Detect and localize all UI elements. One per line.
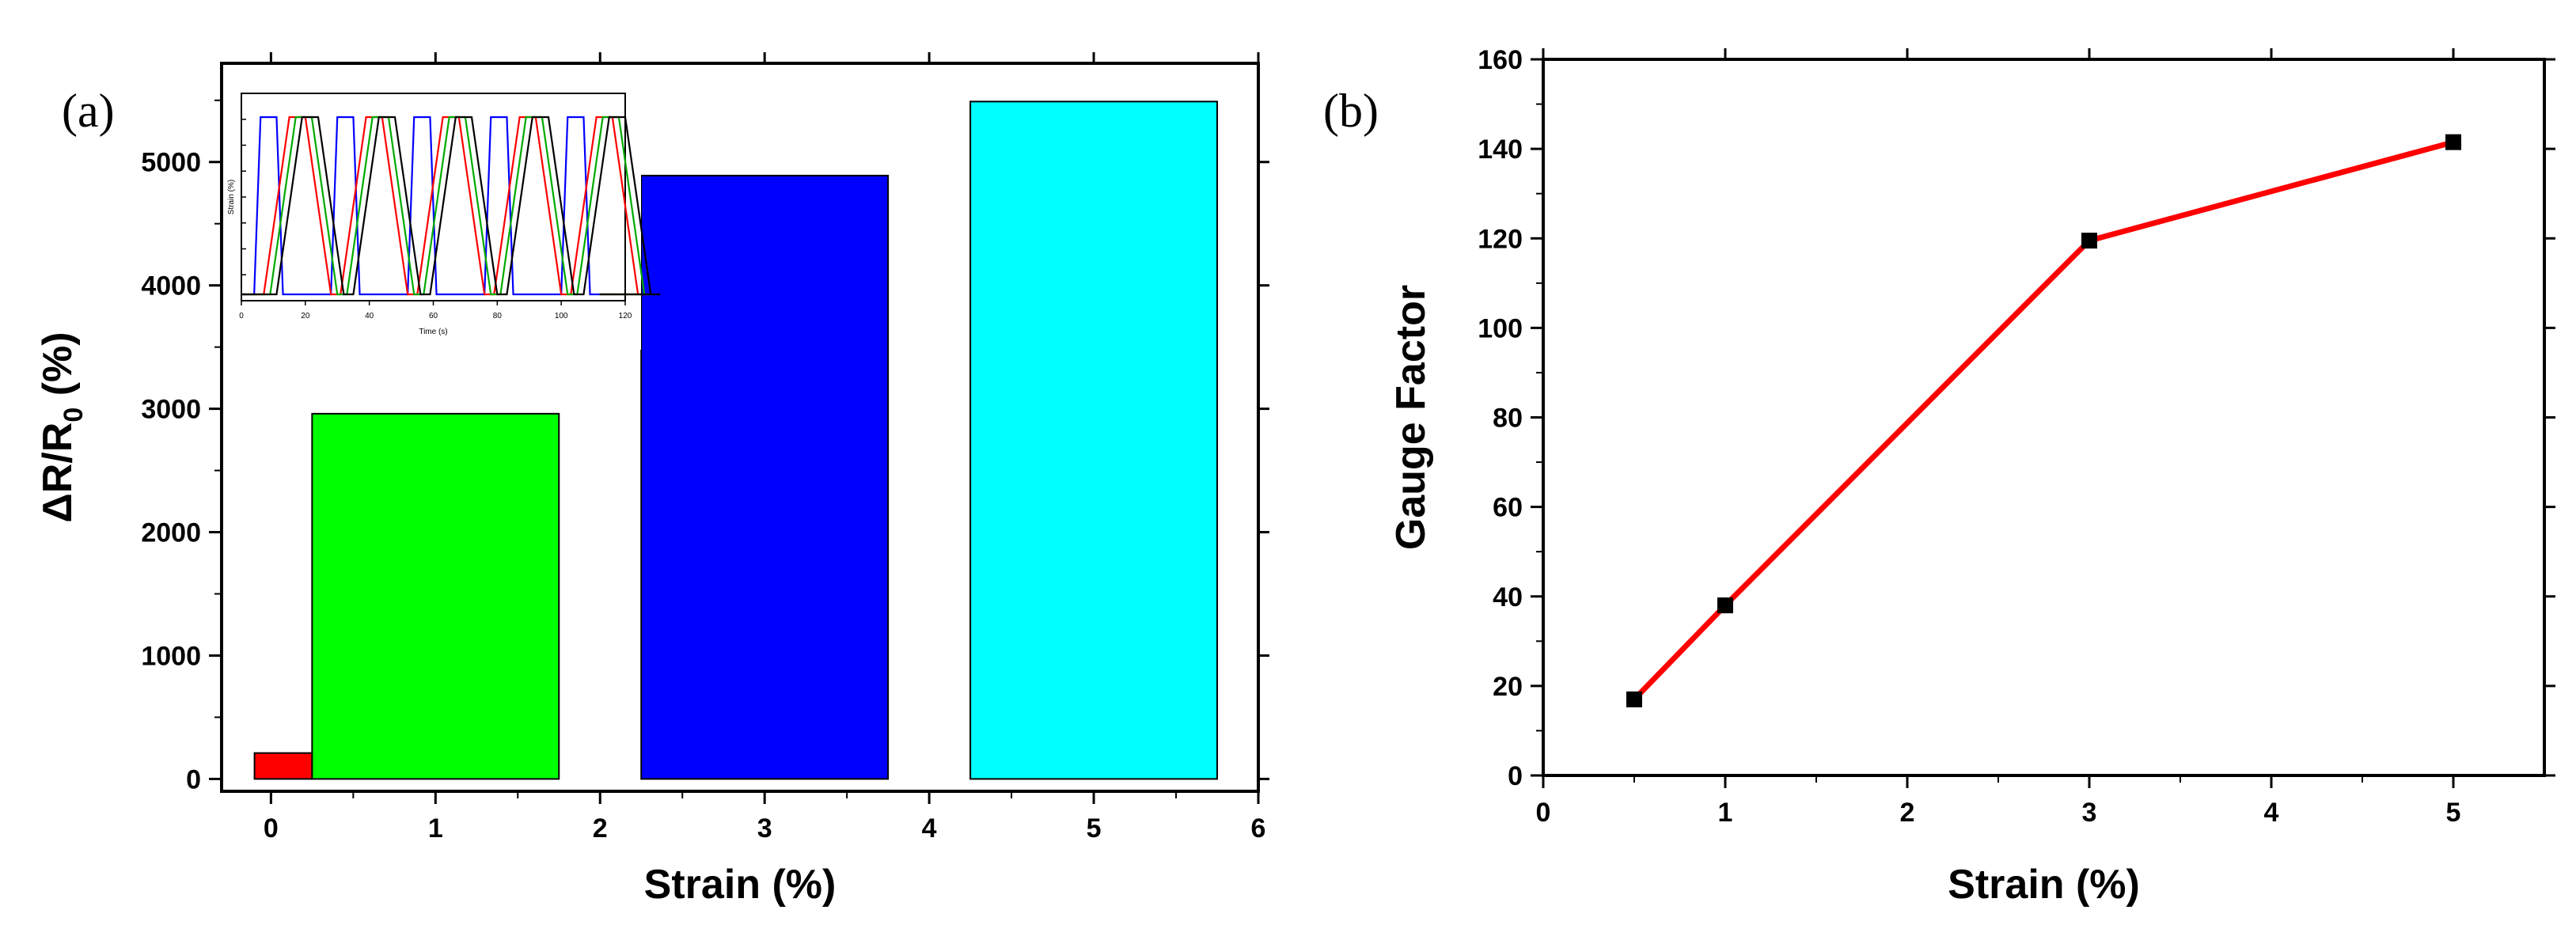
- panel-b-line-chart: (b) 0 1 2 3 4 5 0 20 40 60 80 100 120 140 160 Strain (…: [1323, 45, 2555, 908]
- panel-b-axis-ticks: 0 1 2 3 4 5 0 20 40 60 80 100 120 140 160: [1478, 45, 2555, 828]
- inset-series-line: [241, 116, 661, 296]
- y-tick-label: 100: [1478, 313, 1523, 343]
- x-tick-label: 5: [2446, 798, 2461, 828]
- inset-x-tick-label: 20: [301, 312, 310, 320]
- inset-x-tick-label: 120: [619, 312, 632, 320]
- panel-b-letter: (b): [1323, 85, 1379, 137]
- panel-b-y-axis-label: Gauge Factor: [1388, 285, 1434, 550]
- inset-x-axis-label: Time (s): [419, 328, 447, 336]
- inset-x-tick-label: 40: [365, 312, 374, 320]
- inset-series-line: [241, 116, 600, 296]
- x-tick-label: 5: [1087, 813, 1102, 844]
- inset-x-tick-label: 60: [429, 312, 438, 320]
- y-tick-label: 80: [1493, 404, 1523, 434]
- y-tick-label: 1000: [141, 641, 201, 671]
- y-tick-label: 60: [1493, 493, 1523, 523]
- data-point-marker: [1717, 597, 1733, 614]
- inset-x-tick-label: 0: [239, 312, 244, 320]
- y-tick-label: 40: [1493, 582, 1523, 612]
- bar-strain-1: [311, 412, 560, 780]
- y-tick-label: 2000: [141, 518, 201, 548]
- data-point-marker: [1626, 691, 1642, 707]
- panel-b-plot-frame: [1542, 58, 2546, 777]
- panel-b-markers: [1626, 134, 2461, 707]
- x-tick-label: 6: [1251, 813, 1266, 844]
- y-tick-label: 0: [1508, 761, 1523, 791]
- x-tick-label: 2: [593, 813, 608, 844]
- y-tick-label: 0: [186, 764, 201, 794]
- y-tick-label: 20: [1493, 672, 1523, 702]
- bar-strain-3: [640, 174, 890, 780]
- x-tick-label: 3: [2082, 798, 2097, 828]
- x-tick-label: 1: [428, 813, 443, 844]
- panel-a-x-axis-label: Strain (%): [644, 862, 837, 908]
- inset-y-axis-label: Strain (%): [227, 180, 236, 214]
- panel-a-letter: (a): [62, 85, 115, 137]
- y-tick-label: 3000: [141, 395, 201, 425]
- x-tick-label: 0: [264, 813, 279, 844]
- y-tick-label: 160: [1478, 45, 1523, 75]
- inset-x-tick-label: 80: [493, 312, 503, 320]
- x-tick-label: 1: [1718, 798, 1733, 828]
- x-tick-label: 2: [1900, 798, 1915, 828]
- x-tick-label: 0: [1536, 798, 1551, 828]
- x-tick-label: 4: [922, 813, 937, 844]
- panel-a-bars: [253, 100, 1219, 780]
- x-tick-label: 3: [757, 813, 772, 844]
- data-point-marker: [2445, 134, 2461, 150]
- panel-b-x-axis-label: Strain (%): [1948, 862, 2140, 908]
- y-tick-label: 120: [1478, 224, 1523, 254]
- bar-strain-5: [969, 100, 1219, 780]
- data-point-marker: [2081, 233, 2097, 249]
- bar-strain-0.5: [253, 752, 313, 780]
- panel-b-series-line: [1632, 139, 2454, 702]
- x-tick-label: 4: [2264, 798, 2279, 828]
- inset-x-tick-label: 100: [555, 312, 568, 320]
- panel-a-inset: 0 20 40 60 80 100 120 Time (s) Strain (%): [218, 87, 661, 350]
- y-tick-label: 140: [1478, 135, 1523, 165]
- y-tick-label: 5000: [141, 148, 201, 178]
- y-tick-label: 4000: [141, 271, 201, 301]
- panel-a-plot-frame: [220, 62, 1260, 793]
- panel-a-y-axis-label: ΔR/R0 (%): [35, 332, 89, 522]
